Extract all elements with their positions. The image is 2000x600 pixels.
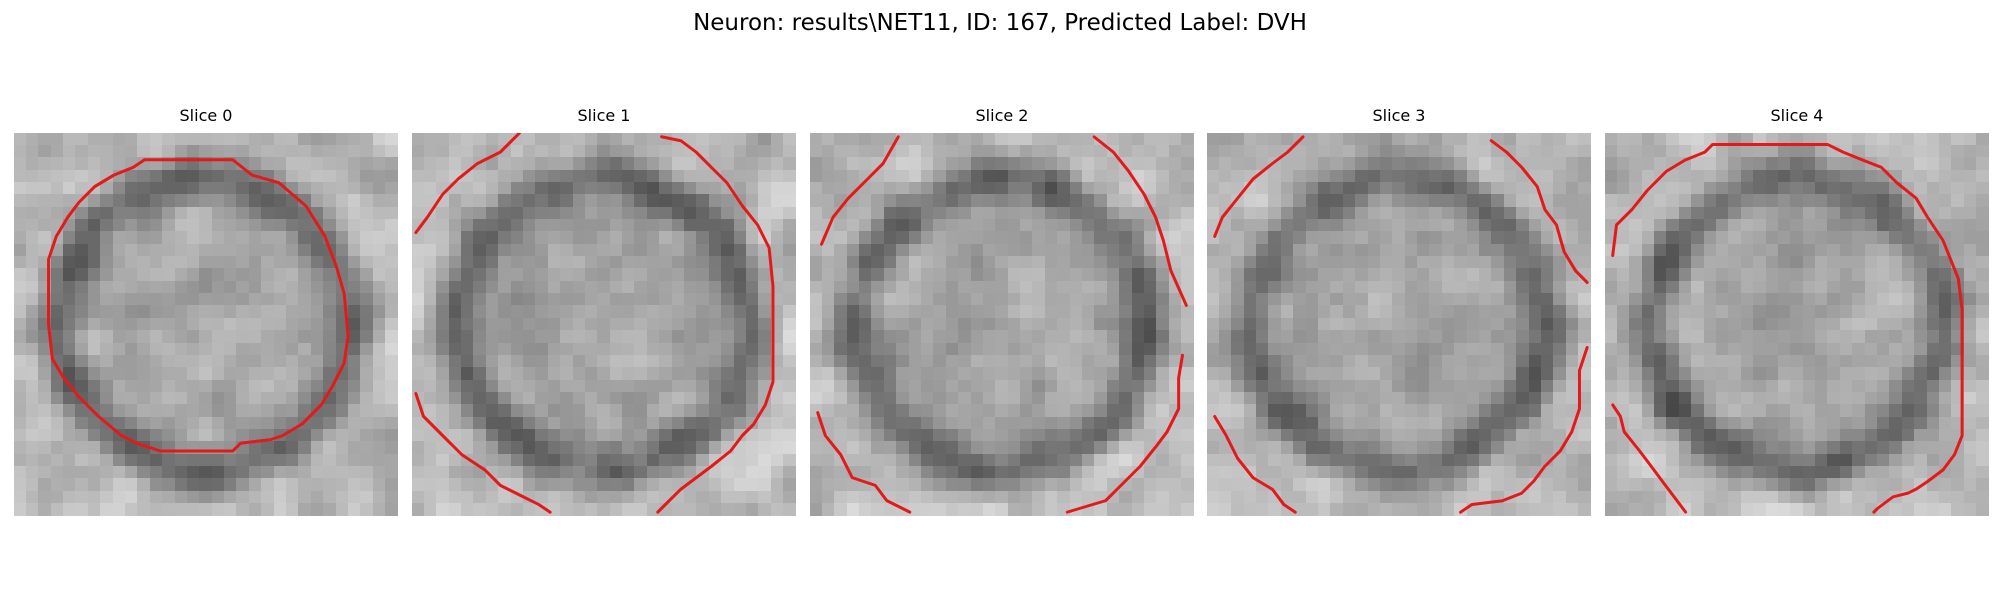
slice-panel-2: Slice 2 <box>810 106 1194 516</box>
slice-image <box>1605 133 1989 516</box>
figure-title: Neuron: results\NET11, ID: 167, Predicte… <box>693 10 1307 36</box>
slice-panel-4: Slice 4 <box>1605 106 1989 516</box>
slice-title: Slice 3 <box>1372 106 1426 125</box>
slice-title: Slice 0 <box>179 106 233 125</box>
slice-title: Slice 4 <box>1770 106 1824 125</box>
slice-image <box>810 133 1194 516</box>
slice-title: Slice 2 <box>975 106 1029 125</box>
slice-image <box>412 133 796 516</box>
slice-title: Slice 1 <box>577 106 631 125</box>
slice-image <box>14 133 398 516</box>
slice-panel-0: Slice 0 <box>14 106 398 516</box>
slice-image <box>1207 133 1591 516</box>
slice-panel-1: Slice 1 <box>412 106 796 516</box>
slice-panel-3: Slice 3 <box>1207 106 1591 516</box>
